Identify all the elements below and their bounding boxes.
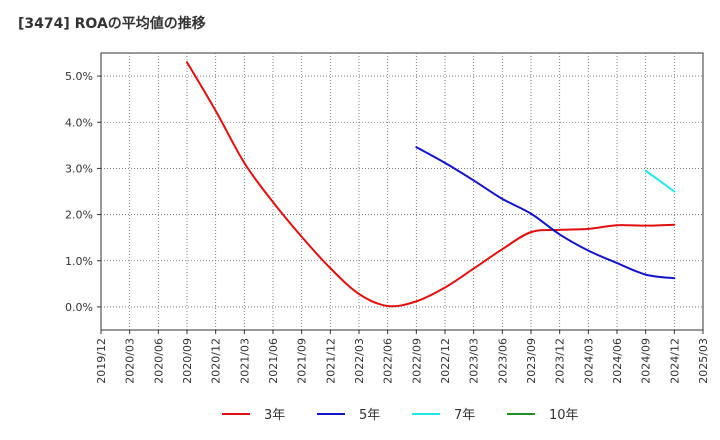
axis-layer: 2019/12 2020/03 2020/06 2020/09 2020/12 2021/… xyxy=(65,70,710,384)
x-tick-label: 2021/09 xyxy=(296,338,309,384)
chart-title: [3474] ROAの平均値の推移 xyxy=(18,15,206,32)
x-tick-label: 2021/12 xyxy=(324,338,337,384)
y-tick-label: 5.0% xyxy=(65,70,93,83)
x-tick-label: 2024/06 xyxy=(611,338,624,384)
x-tick-label: 2021/06 xyxy=(267,338,280,384)
series-line-2 xyxy=(415,146,676,280)
grid-layer xyxy=(100,52,704,331)
x-tick-label: 2020/09 xyxy=(181,338,194,384)
y-tick-label: 2.0% xyxy=(65,209,93,222)
x-tick-label: 2023/06 xyxy=(496,338,509,384)
plot-frame xyxy=(100,52,704,331)
x-tick-label: 2020/06 xyxy=(152,338,165,384)
series-line-3 xyxy=(644,169,676,193)
x-tick-label: 2020/03 xyxy=(124,338,137,384)
x-tick-label: 2023/09 xyxy=(525,338,538,384)
y-tick-label: 1.0% xyxy=(65,255,93,268)
x-tick-label: 2025/03 xyxy=(697,338,710,384)
x-tick-label: 2019/12 xyxy=(95,338,108,384)
x-tick-label: 2022/06 xyxy=(382,338,395,384)
x-tick-label: 2024/03 xyxy=(582,338,595,384)
y-tick-label: 3.0% xyxy=(65,162,93,175)
legend: 3年 5年 7年 10年 xyxy=(222,408,579,423)
x-tick-label: 2024/09 xyxy=(640,338,653,384)
x-tick-label: 2022/09 xyxy=(410,338,423,384)
legend-label-2: 5年 xyxy=(359,408,380,423)
x-tick-label: 2022/12 xyxy=(439,338,452,384)
legend-label-3: 7年 xyxy=(454,408,475,423)
x-tick-label: 2020/12 xyxy=(210,338,223,384)
series-line-1 xyxy=(186,61,676,308)
y-tick-label: 4.0% xyxy=(65,116,93,129)
x-tick-label: 2023/12 xyxy=(554,338,567,384)
legend-label-4: 10年 xyxy=(549,408,579,423)
x-tick-label: 2021/03 xyxy=(238,338,251,384)
legend-label-1: 3年 xyxy=(264,408,285,423)
x-tick-label: 2023/03 xyxy=(468,338,481,384)
y-tick-label: 0.0% xyxy=(65,301,93,314)
x-tick-label: 2024/12 xyxy=(668,338,681,384)
series-layer xyxy=(186,61,676,308)
x-tick-label: 2022/03 xyxy=(353,338,366,384)
